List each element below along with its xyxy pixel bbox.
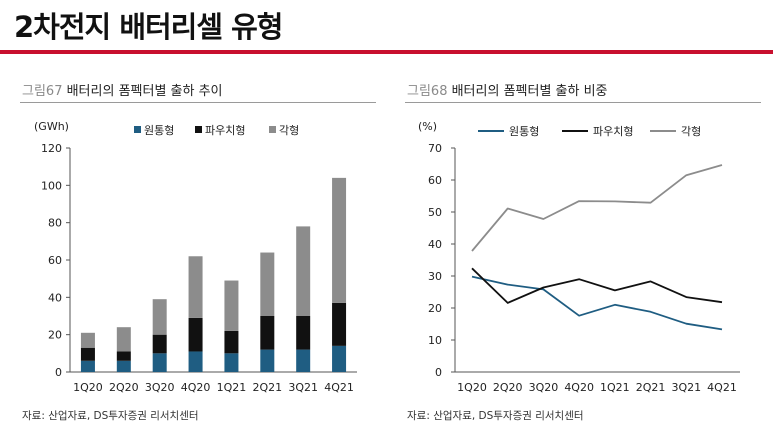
legend-swatch	[195, 126, 202, 133]
x-tick-label: 2Q21	[636, 381, 666, 394]
x-tick-label: 4Q20	[564, 381, 594, 394]
bar-segment	[260, 252, 275, 316]
left-source-note: 자료: 산업자료, DS투자증권 리서치센터	[22, 410, 199, 422]
bar-segment	[224, 280, 239, 331]
bar-segment	[116, 327, 131, 352]
bar-segment	[224, 330, 239, 354]
bar-segment	[152, 299, 167, 335]
y-axis-unit-label: (GWh)	[34, 120, 69, 133]
y-tick-label: 0	[55, 366, 62, 379]
y-tick-label: 60	[428, 174, 442, 187]
y-tick-label: 120	[41, 142, 62, 155]
x-tick-label: 3Q21	[288, 381, 318, 394]
bar-segment	[116, 351, 131, 361]
left-figure-number: 그림67	[22, 84, 63, 99]
right-source-note: 자료: 산업자료, DS투자증권 리서치센터	[407, 410, 584, 422]
legend-label: 각형	[279, 124, 299, 137]
y-tick-label: 100	[41, 179, 62, 192]
y-axis-unit-label: (%)	[418, 120, 437, 133]
bar-segment	[152, 353, 167, 372]
bar-segment	[224, 353, 239, 372]
x-tick-label: 2Q21	[252, 381, 282, 394]
x-tick-label: 4Q21	[324, 381, 354, 394]
x-tick-label: 2Q20	[493, 381, 523, 394]
x-tick-label: 3Q20	[145, 381, 175, 394]
y-tick-label: 80	[48, 217, 62, 230]
bar-segment	[152, 334, 167, 354]
bar-segment	[80, 360, 95, 372]
x-tick-label: 1Q20	[73, 381, 103, 394]
bar-segment	[80, 332, 95, 348]
legend-label: 파우치형	[205, 124, 245, 137]
right-caption-rule	[405, 102, 761, 103]
bar-segment	[260, 316, 275, 350]
y-tick-label: 0	[435, 366, 442, 379]
x-tick-label: 1Q21	[600, 381, 630, 394]
bar-segment	[296, 316, 311, 350]
bar-segment	[332, 302, 347, 346]
bar-segment	[296, 349, 311, 372]
y-tick-label: 40	[428, 238, 442, 251]
legend-label: 원통형	[509, 125, 539, 138]
left-figure-caption: 그림67 배터리의 폼펙터별 출하 추이	[22, 80, 223, 99]
y-tick-label: 20	[428, 302, 442, 315]
y-tick-label: 30	[428, 270, 442, 283]
legend-swatch	[269, 126, 276, 133]
y-tick-label: 60	[48, 254, 62, 267]
title-underline	[0, 50, 773, 54]
bar-segment	[80, 347, 95, 361]
legend-swatch	[134, 126, 141, 133]
left-figure-title: 배터리의 폼펙터별 출하 추이	[62, 84, 223, 99]
series-line	[471, 164, 723, 252]
y-tick-label: 10	[428, 334, 442, 347]
left-caption-rule	[20, 102, 376, 103]
x-tick-label: 2Q20	[109, 381, 139, 394]
page-title: 2차전지 배터리셀 유형	[14, 10, 283, 44]
x-tick-label: 1Q21	[217, 381, 247, 394]
x-tick-label: 4Q21	[707, 381, 737, 394]
right-figure-title: 배터리의 폼펙터별 출하 비중	[447, 84, 608, 99]
y-tick-label: 50	[428, 206, 442, 219]
y-tick-label: 40	[48, 291, 62, 304]
series-line	[471, 275, 723, 331]
y-tick-label: 20	[48, 329, 62, 342]
series-line	[471, 267, 723, 304]
bar-segment	[188, 351, 203, 372]
bar-segment	[116, 360, 131, 372]
right-figure-number: 그림68	[407, 84, 448, 99]
x-tick-label: 3Q21	[671, 381, 701, 394]
bar-segment	[260, 349, 275, 372]
bar-segment	[188, 317, 203, 352]
bar-segment	[188, 256, 203, 318]
legend-label: 파우치형	[593, 125, 633, 138]
bar-segment	[332, 345, 347, 372]
bar-segment	[296, 226, 311, 316]
x-tick-label: 3Q20	[529, 381, 559, 394]
legend-label: 각형	[681, 125, 701, 138]
y-tick-label: 70	[428, 142, 442, 155]
legend-label: 원통형	[144, 124, 174, 137]
x-tick-label: 4Q20	[181, 381, 211, 394]
bar-segment	[332, 177, 347, 303]
right-figure-caption: 그림68 배터리의 폼펙터별 출하 비중	[407, 80, 608, 99]
x-tick-label: 1Q20	[457, 381, 487, 394]
